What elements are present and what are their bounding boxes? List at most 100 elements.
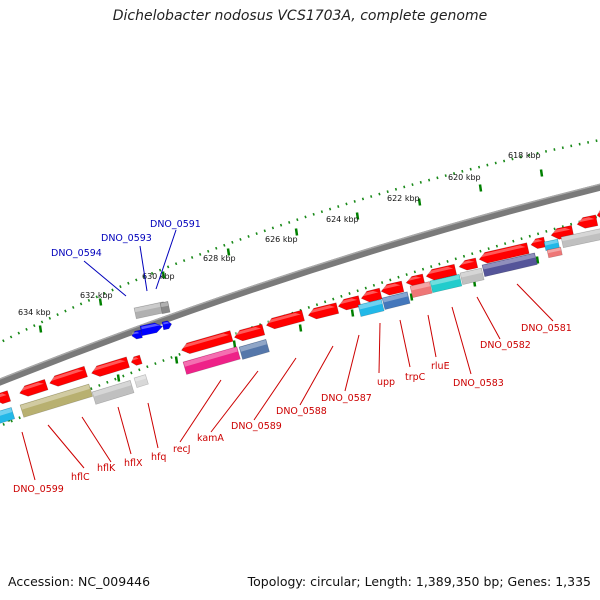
outer-label-leader (139, 245, 148, 292)
cds-arrow (530, 236, 547, 249)
feature-track (0, 207, 600, 424)
outer-label-leader (155, 229, 177, 290)
cds-arrow (576, 214, 599, 229)
inner-major-tick (174, 356, 179, 364)
inner-gene-label: DNO_0582 (480, 340, 531, 351)
outer-major-tick (226, 248, 231, 256)
outer-gene-label: DNO_0593 (101, 233, 152, 244)
inner-gene-label: recJ (173, 444, 191, 455)
feature-box (357, 298, 385, 318)
blue-gene-arrow (161, 320, 173, 331)
inner-label-leader (81, 416, 112, 463)
inner-label-leader (344, 334, 360, 392)
inner-label-leader (516, 283, 554, 322)
outer-major-tick (539, 169, 544, 177)
inner-major-tick (350, 309, 355, 317)
scale-labels: 618 kbp 620 kbp 622 kbp 624 kbp 626 kbp 628 k… (18, 151, 541, 317)
outer-major-tick (355, 212, 360, 220)
blue-gene-arrow (139, 322, 164, 337)
inner-major-tick (116, 374, 121, 382)
outer-major-tick (98, 298, 103, 306)
blue-gene-arrow (131, 329, 143, 340)
inner-gene-label: kamA (197, 433, 224, 444)
cds-arrow (265, 309, 305, 330)
inner-gene-label: hflK (97, 463, 116, 474)
topology-summary: Topology: circular; Length: 1,389,350 bp… (247, 574, 591, 589)
outer-major-tick (161, 271, 166, 279)
scale-label: 620 kbp (448, 173, 481, 182)
map-title: Dichelobacter nodosus VCS1703A, complete… (112, 8, 488, 24)
inner-label-leader (378, 322, 381, 374)
cds-arrow (130, 354, 143, 366)
feature-box (481, 252, 538, 278)
feature-box (19, 383, 94, 418)
label-leaders (21, 229, 554, 481)
feature-box (560, 228, 600, 249)
feature-box (0, 406, 16, 424)
inner-gene-label: hflX (124, 458, 143, 469)
inner-label-leader (476, 296, 501, 340)
inner-major-tick (232, 340, 237, 348)
gene-labels: DNO_0594 DNO_0593 DNO_0591 DNO_0599 hflC hflK… (13, 219, 572, 495)
cds-arrow (0, 390, 12, 405)
outer-major-tick (294, 228, 299, 236)
feature-box (133, 374, 149, 388)
feature-box (546, 246, 563, 259)
feature-box (459, 267, 485, 286)
scale-label: 630 kbp (142, 272, 175, 281)
scale-label: 634 kbp (18, 308, 51, 317)
inner-gene-label: trpC (405, 372, 426, 383)
inner-label-leader (147, 402, 159, 449)
feature-box (429, 273, 463, 294)
feature-box (159, 300, 171, 315)
cds-arrow (19, 378, 49, 397)
inner-label-leader (253, 357, 297, 421)
inner-label-leader (427, 314, 437, 358)
feature-box (543, 238, 560, 252)
cds-arrow (478, 242, 530, 264)
genome-backbone-highlight (0, 183, 600, 380)
outer-major-tick (478, 184, 483, 192)
scale-label: 628 kbp (203, 254, 236, 263)
inner-gene-label: DNO_0599 (13, 484, 64, 495)
outer-gene-label: DNO_0591 (150, 219, 201, 230)
scale-label: 626 kbp (265, 235, 298, 244)
inner-gene-label: DNO_0588 (276, 406, 327, 417)
inner-gene-label: hflC (71, 472, 90, 483)
inner-gene-label: DNO_0587 (321, 393, 372, 404)
cds-arrow (458, 257, 479, 271)
inner-major-tick (409, 293, 414, 301)
inner-label-leader (299, 345, 334, 406)
outer-major-tick (417, 198, 422, 206)
inner-gene-label: upp (377, 377, 395, 388)
cds-arrow (307, 302, 340, 320)
scale-label: 622 kbp (387, 194, 420, 203)
cds-arrow (233, 323, 266, 342)
inner-label-leader (210, 370, 259, 433)
genome-backbone (0, 183, 600, 386)
scale-label: 618 kbp (508, 151, 541, 160)
inner-label-leader (399, 319, 411, 368)
cds-arrow (337, 295, 362, 311)
scale-label: 624 kbp (326, 215, 359, 224)
inner-gene-label: DNO_0589 (231, 421, 282, 432)
inner-gene-label: rluE (431, 361, 450, 372)
cds-arrow (181, 330, 234, 354)
scale-label: 632 kbp (80, 291, 113, 300)
outer-scale-track (0, 138, 600, 344)
inner-label-leader (179, 379, 222, 443)
cds-arrow (360, 287, 383, 303)
cds-arrow (91, 356, 130, 377)
feature-box (91, 379, 135, 405)
inner-label-leader (21, 431, 36, 481)
feature-box (182, 346, 241, 375)
feature-box (409, 281, 433, 299)
cds-arrow (405, 273, 426, 287)
inner-major-tick (298, 324, 303, 332)
outer-major-tick (38, 325, 43, 333)
inner-label-leader (451, 306, 472, 375)
inner-gene-label: hfq (151, 452, 166, 463)
cds-arrow (380, 280, 405, 296)
outer-gene-label: DNO_0594 (51, 248, 102, 259)
